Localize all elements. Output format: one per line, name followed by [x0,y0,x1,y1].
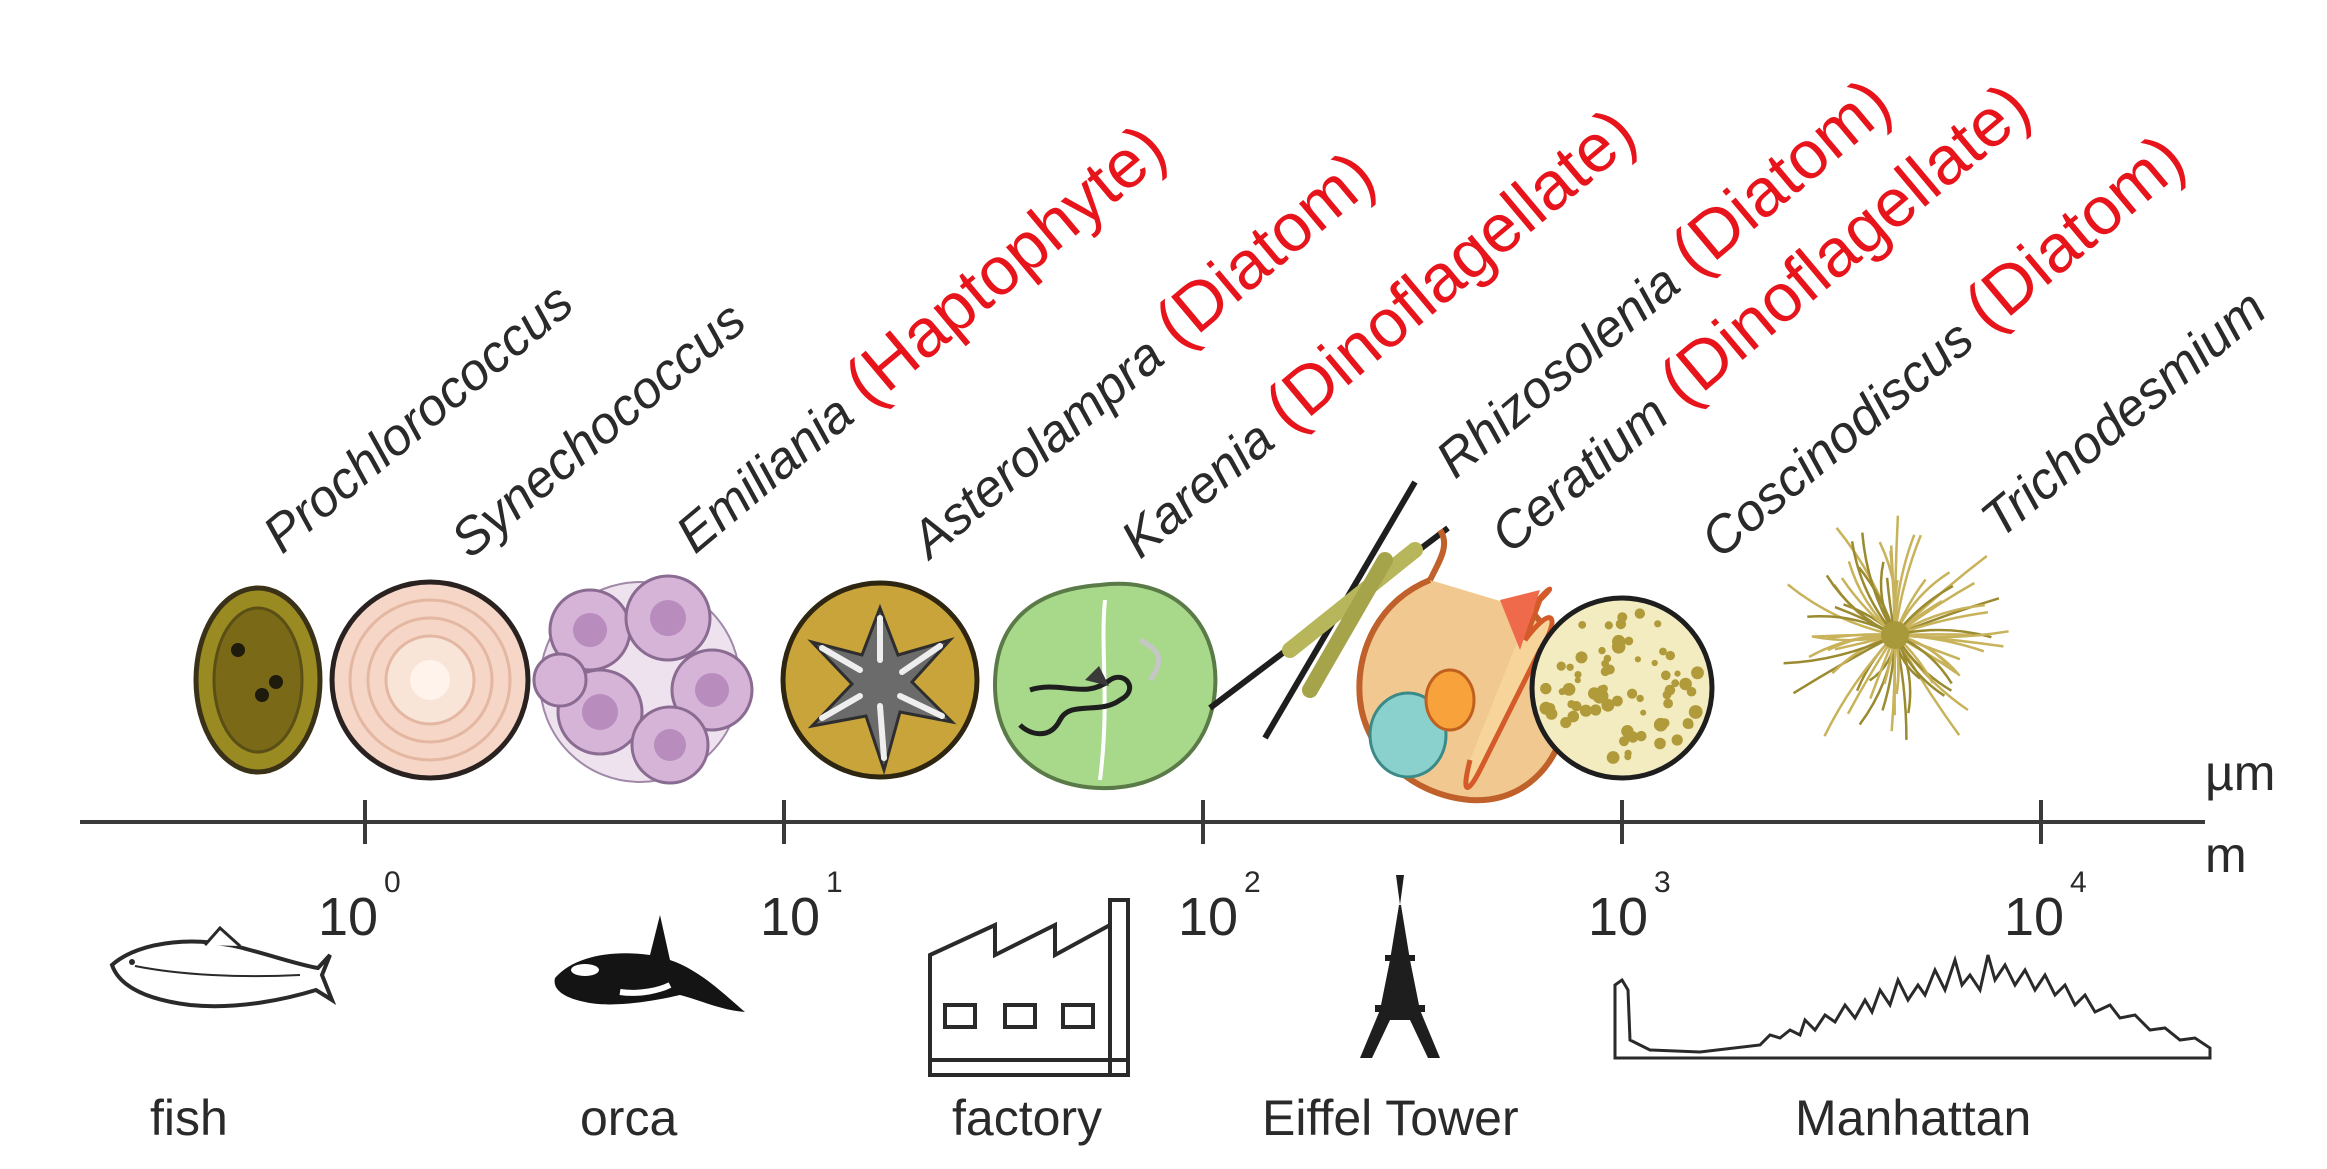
svg-text:4: 4 [2070,866,2087,899]
asterolampra-cell [780,580,980,780]
svg-text:2: 2 [1244,866,1261,899]
object-label-factory: factory [952,1090,1102,1146]
coscinodiscus-dots [1539,608,1704,764]
eiffel-tower-icon [1360,875,1440,1058]
fish-icon [109,925,337,1009]
svg-text:10: 10 [318,887,378,947]
orca-icon [554,915,745,1012]
unit-label-meter: m [2205,827,2247,883]
svg-text:10: 10 [760,887,820,947]
factory-icon [928,898,1130,1077]
scale-axis: µm m 10 0 10 1 10 2 10 3 10 4 [80,745,2275,947]
rhizosolenia-cell [1208,480,1450,740]
tick-label-2: 10 2 [1178,866,1261,947]
svg-text:3: 3 [1654,866,1671,899]
svg-text:1: 1 [826,866,843,899]
object-label-fish: fish [150,1090,228,1146]
tick-label-1: 10 1 [760,866,843,947]
emiliania-cell [532,574,754,785]
svg-text:10: 10 [1588,887,1648,947]
tick-label-4: 10 4 [2004,866,2087,947]
trichodesmium-colony [1783,515,2009,740]
scale-objects: fish orca factory Eiffel Tower Manhattan [109,875,2212,1146]
object-label-manhattan: Manhattan [1795,1090,2031,1146]
object-label-eiffel-tower: Eiffel Tower [1262,1090,1519,1146]
prochlorococcus-cell [193,585,323,775]
manhattan-skyline-icon [1613,954,2212,1060]
svg-text:10: 10 [1178,887,1238,947]
karenia-cell [992,581,1218,791]
unit-label-micrometer: µm [2205,745,2275,801]
tick-label-0: 10 0 [318,866,401,947]
coscinodiscus-cell [1529,595,1715,781]
synechococcus-cell [329,579,531,781]
object-label-orca: orca [580,1090,677,1146]
organism-labels: Prochlorococcus Synechococcus Emiliania … [252,64,2277,571]
tick-label-3: 10 3 [1588,866,1671,947]
svg-text:0: 0 [384,866,401,899]
svg-text:10: 10 [2004,887,2064,947]
organism-illustrations [193,480,2009,804]
